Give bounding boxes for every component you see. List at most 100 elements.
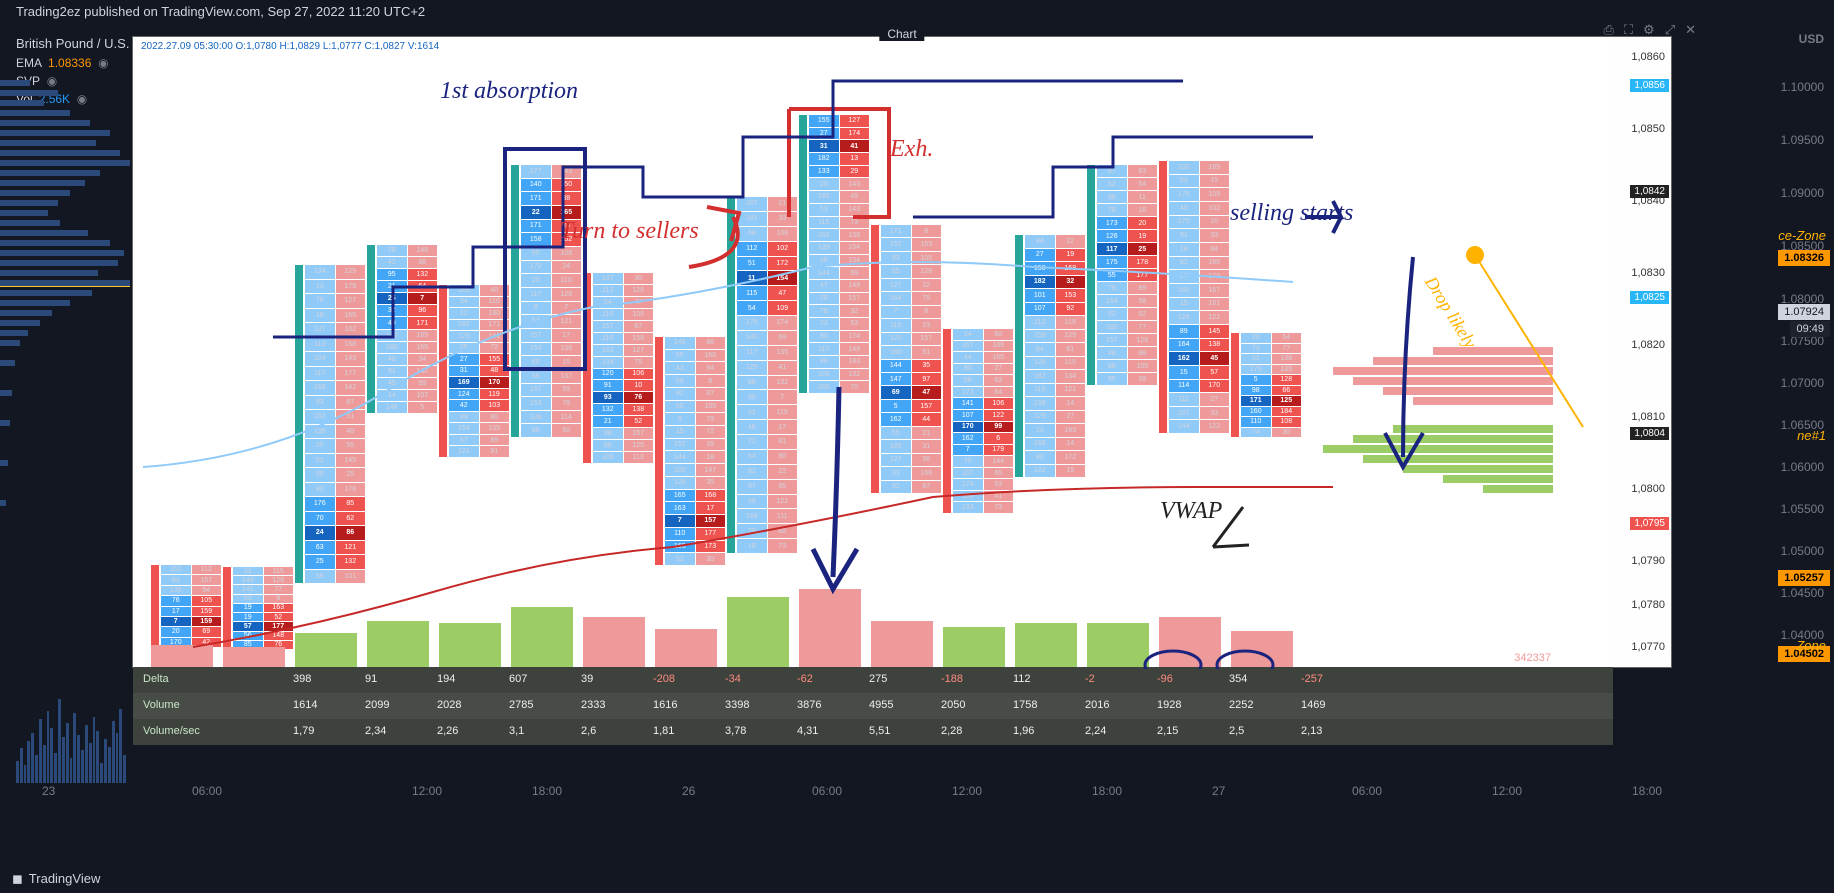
footprint-bar[interactable]: 1001655315176109401021701091331884821602… [1159,161,1229,433]
time-tick: 18:00 [532,784,562,798]
stats-cell: 1,79 [293,725,357,737]
footprint-bar[interactable]: 2460167106441659027586317264141106107122… [943,329,1013,513]
stats-cell: 1,96 [1013,725,1077,737]
logo-text: TradingView [29,871,101,886]
footprint-bar[interactable]: 1551272717431411821313329201431654953143… [799,115,869,393]
time-tick: 06:00 [1352,784,1382,798]
stats-cell: 4955 [869,699,933,711]
footprint-bar[interactable]: 1468655160439459892876010597915721523914… [655,337,725,565]
stats-cell: 112 [1013,673,1077,685]
currency-label: USD [1799,32,1824,46]
price-tick: 1.06000 [1781,460,1824,474]
footprint-bar[interactable]: 1694034116121801821711251412872271553148… [439,285,509,457]
publish-info: Trading2ez published on TradingView.com,… [16,4,425,19]
price-tick: 1.04500 [1781,586,1824,600]
stats-cell: 39 [581,673,645,685]
stats-cell: 354 [1229,673,1293,685]
stats-cell: 398 [293,673,357,685]
close-icon[interactable]: ✕ [1685,22,1696,38]
time-tick: 12:00 [412,784,442,798]
footprint-bar[interactable]: 4422271915816818232101153107921121191591… [1015,235,1085,477]
stats-cell: 3,78 [725,725,789,737]
time-tick: 06:00 [192,784,222,798]
footprint-bar[interactable]: 2814842989513221642673296401711471651801… [367,245,437,413]
time-tick: 12:00 [1492,784,1522,798]
stats-header: Volume/sec [143,725,263,737]
stats-header: Delta [143,673,263,685]
time-tick: 18:00 [1632,784,1662,798]
zone-label: ce-Zone [1778,228,1826,243]
price-badge: 1.07924 [1778,304,1830,320]
stats-cell: 1469 [1301,699,1365,711]
stats-cell: 2028 [437,699,501,711]
stats-cell: 2252 [1229,699,1293,711]
footprint-bar[interactable]: 1072118133681081121025117211154115475410… [727,197,797,553]
stats-cell: 1616 [653,699,717,711]
session-profile [1293,37,1553,669]
time-tick: 06:00 [812,784,842,798]
logo-icon: ◼ [12,871,23,886]
stats-cell: 2333 [581,699,645,711]
outer-price-scale[interactable]: USD 1.100001.095001.090001.085001.080001… [1756,28,1834,788]
stats-cell: -62 [797,673,861,685]
stats-cell: 2099 [365,699,429,711]
stats-cell: -188 [941,673,1005,685]
stats-cell: 91 [365,673,429,685]
lower-volume-thumbnail [16,699,126,783]
stats-table: DeltaVolumeVolume/sec3989119460739-208-3… [133,667,1613,745]
stats-cell: 1758 [1013,699,1077,711]
time-tick: 18:00 [1092,784,1122,798]
tradingview-logo[interactable]: ◼ TradingView [12,871,100,887]
zone-label: ne#1 [1797,428,1826,443]
price-tick: 1.07000 [1781,376,1824,390]
poc-line [0,286,130,287]
stats-header: Volume [143,699,263,711]
time-tick: 12:00 [952,784,982,798]
footprint-chart-panel[interactable]: Chart 2022.27.09 05:30:00 O:1,0780 H:1,0… [132,36,1672,668]
stats-cell: 2,28 [941,725,1005,737]
stats-cell: 3398 [725,699,789,711]
stats-cell: -257 [1301,673,1365,685]
stats-cell: 3876 [797,699,861,711]
price-badge: 09:49 [1790,321,1830,337]
stats-cell: 2,6 [581,725,645,737]
inner-price-scale[interactable]: 1,08601,08501,08401,08301,08201,08101,08… [1613,37,1671,667]
stats-cell: 194 [437,673,501,685]
price-badge: 1.08326 [1778,250,1830,266]
stats-cell: 607 [509,673,573,685]
stats-cell: 3,1 [509,725,573,737]
price-tick: 1.10000 [1781,80,1824,94]
footprint-bar[interactable]: 1771431401501713822165171241581526510817… [511,165,581,437]
stats-cell: 1928 [1157,699,1221,711]
stats-cell: 2785 [509,699,573,711]
time-axis[interactable]: 2306:0012:0018:002606:0012:0018:002706:0… [132,784,1756,812]
stats-cell: 2,13 [1301,725,1365,737]
footprint-bar[interactable]: 1373011312654471151061576711015816312713… [583,273,653,463]
footprint-bar[interactable]: 8783525498117816173201261911725175178551… [1087,165,1157,385]
session-volume-total: 342337 [1514,652,1551,664]
stats-cell: 2016 [1085,699,1149,711]
inner-header: 2022.27.09 05:30:00 O:1,0780 H:1,0829 L:… [141,41,439,52]
stats-cell: 1,81 [653,725,717,737]
price-tick: 1.05000 [1781,544,1824,558]
exh-arrow [813,387,857,589]
price-tick: 1.09000 [1781,186,1824,200]
price-tick: 1.05500 [1781,502,1824,516]
time-tick: 23 [42,784,55,798]
stats-cell: 4,31 [797,725,861,737]
volume-profile [0,60,130,620]
footprint-bar[interactable]: 1341251317976127181651371021131681041431… [295,265,365,583]
footprint-bar[interactable]: 1718152153931056512812722164757811523122… [871,225,941,493]
stats-cell: -96 [1157,673,1221,685]
footprint-bar[interactable]: 2054737731138175135512898661711251601841… [1231,333,1301,437]
panel-title: Chart [879,27,924,41]
stats-cell: -2 [1085,673,1149,685]
stats-cell: 2,5 [1229,725,1293,737]
stats-cell: 1614 [293,699,357,711]
stats-cell: 5,51 [869,725,933,737]
stats-cell: 2,26 [437,725,501,737]
zone-label: Zone [1796,638,1826,653]
price-tick: 1.09500 [1781,133,1824,147]
stats-cell: 2,15 [1157,725,1221,737]
stats-cell: -34 [725,673,789,685]
